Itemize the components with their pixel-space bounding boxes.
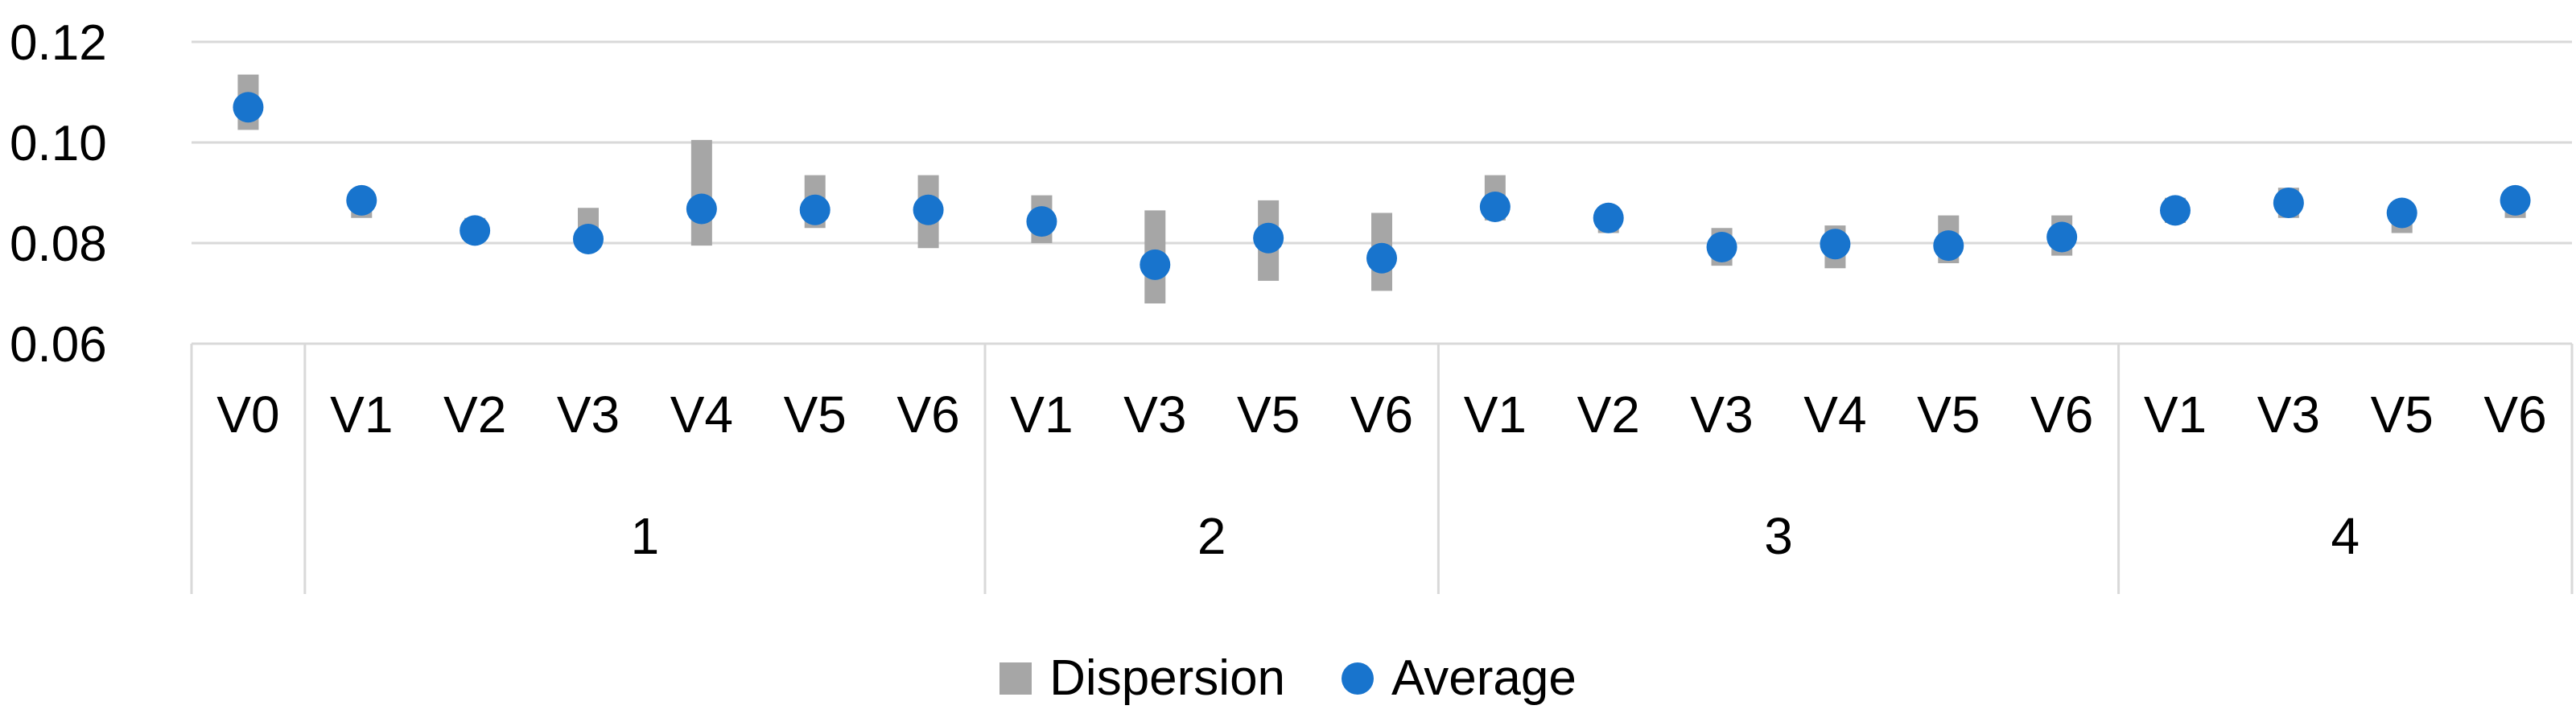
category-label: V5	[1237, 386, 1300, 444]
group-label: 3	[1764, 507, 1793, 565]
category-label: V1	[330, 386, 393, 444]
category-label: V3	[2257, 386, 2320, 444]
average-point	[2500, 184, 2531, 216]
category-label: V6	[1350, 386, 1413, 444]
average-point	[913, 194, 944, 225]
average-point	[686, 193, 717, 225]
group-label: 1	[631, 507, 660, 565]
category-label: V1	[2144, 386, 2207, 444]
average-point	[2386, 197, 2417, 229]
average-point	[1253, 222, 1284, 254]
category-label: V2	[1577, 386, 1640, 444]
group-label: 2	[1197, 507, 1226, 565]
category-label: V5	[784, 386, 847, 444]
category-label: V4	[670, 386, 733, 444]
legend-swatch-dispersion	[999, 662, 1032, 695]
average-point	[1706, 232, 1737, 262]
group-label: 4	[2331, 507, 2360, 565]
category-label: V6	[2030, 386, 2093, 444]
legend-swatch-average	[1342, 662, 1375, 695]
y-tick-label: 0.12	[10, 15, 107, 71]
category-label: V3	[557, 386, 620, 444]
legend-label-dispersion: Dispersion	[1049, 650, 1286, 706]
average-point	[1933, 230, 1964, 262]
y-tick-label: 0.06	[10, 317, 107, 373]
average-point	[1593, 202, 1624, 233]
y-tick-label: 0.10	[10, 116, 107, 171]
y-tick-label: 0.08	[10, 217, 107, 272]
category-label: V4	[1803, 386, 1866, 444]
legend: Dispersion Average	[0, 644, 2576, 713]
category-label: V1	[1464, 386, 1527, 444]
category-label: V0	[216, 386, 279, 444]
label-layer: 0.06 0.08 0.10 0.12 1 2 3 4 V0 V1 V2 V3 V4 V5 V6 V1 V3 V5…	[10, 15, 2547, 565]
average-layer	[233, 92, 2531, 280]
average-point	[2273, 188, 2304, 218]
average-point	[1140, 249, 1171, 280]
average-point	[346, 184, 377, 216]
category-label: V2	[443, 386, 506, 444]
average-point	[799, 194, 831, 225]
legend-label-average: Average	[1391, 650, 1577, 706]
legend-item-dispersion: Dispersion	[999, 654, 1285, 703]
average-point	[1820, 229, 1851, 260]
category-label: V5	[2371, 386, 2434, 444]
average-point	[2046, 221, 2078, 253]
axis-layer	[190, 342, 2574, 594]
category-label: V6	[2483, 386, 2546, 444]
average-point	[1366, 242, 1397, 274]
average-point	[1026, 206, 1057, 237]
category-label: V6	[896, 386, 959, 444]
average-point	[2160, 195, 2191, 226]
category-label: V5	[1917, 386, 1980, 444]
average-point	[233, 92, 264, 123]
category-label: V1	[1010, 386, 1073, 444]
average-point	[1479, 192, 1511, 222]
average-point	[460, 215, 491, 246]
category-label: V3	[1690, 386, 1753, 444]
average-point	[573, 224, 604, 254]
category-label: V3	[1123, 386, 1186, 444]
legend-item-average: Average	[1342, 654, 1577, 703]
dispersion-bar	[690, 139, 712, 246]
